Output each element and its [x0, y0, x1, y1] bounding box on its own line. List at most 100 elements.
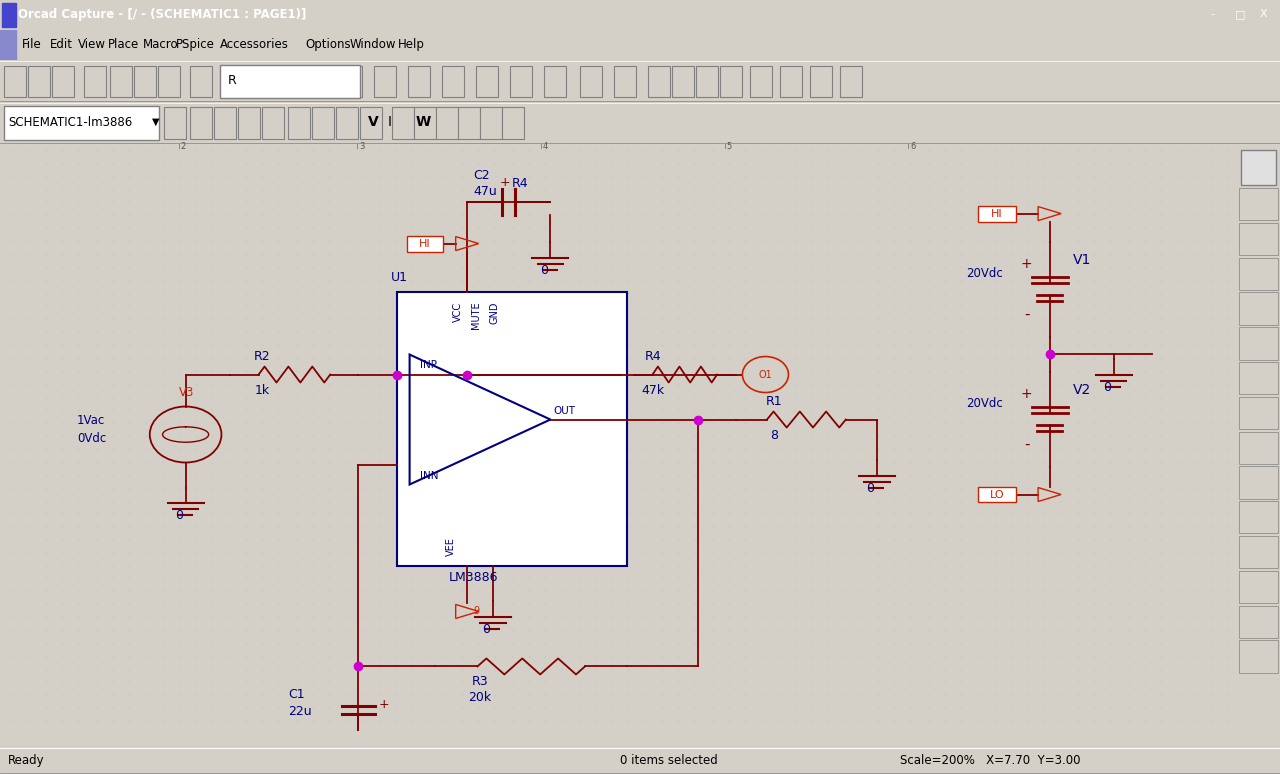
Bar [288, 108, 310, 139]
Text: U1: U1 [390, 271, 407, 283]
Text: C2: C2 [474, 169, 490, 182]
Bar [374, 66, 396, 97]
Text: 20Vdc: 20Vdc [966, 396, 1004, 409]
Bar [134, 66, 156, 97]
Text: MUTE: MUTE [471, 302, 481, 329]
Bar [1239, 223, 1277, 255]
Bar [580, 66, 602, 97]
Text: View: View [78, 38, 106, 51]
Text: GND: GND [489, 302, 499, 324]
Text: 8: 8 [771, 429, 778, 441]
Bar [1239, 640, 1277, 673]
Text: X: X [1260, 9, 1267, 19]
Bar [360, 108, 381, 139]
Bar [719, 66, 742, 97]
Bar [0, 30, 15, 60]
Text: INN: INN [420, 471, 438, 481]
Text: ▼: ▼ [152, 117, 160, 127]
Text: +: + [1020, 386, 1033, 400]
Bar [1240, 150, 1276, 185]
Text: 0: 0 [1103, 381, 1111, 394]
Bar [1239, 188, 1277, 221]
Text: HI: HI [419, 238, 431, 248]
Text: V1: V1 [1073, 252, 1091, 266]
Bar [1239, 327, 1277, 359]
Text: File: File [22, 38, 42, 51]
Text: Scale=200%   X=7.70  Y=3.00: Scale=200% X=7.70 Y=3.00 [900, 754, 1080, 767]
Bar [28, 66, 50, 97]
Bar [544, 66, 566, 97]
Text: 3: 3 [360, 142, 365, 151]
Bar [978, 206, 1016, 221]
Bar [509, 66, 532, 97]
Bar [1239, 362, 1277, 394]
Text: PSpice: PSpice [177, 38, 215, 51]
Text: HI: HI [991, 208, 1004, 218]
Bar [189, 108, 212, 139]
Text: C1: C1 [288, 688, 305, 701]
Text: 0: 0 [483, 624, 490, 636]
Bar [3, 3, 15, 27]
Text: OUT: OUT [553, 406, 575, 416]
Bar [476, 66, 498, 97]
Bar [1239, 397, 1277, 429]
Bar [750, 66, 772, 97]
Text: Ready: Ready [8, 754, 45, 767]
Bar [4, 106, 159, 140]
Text: 4: 4 [543, 142, 548, 151]
Bar [840, 66, 861, 97]
Bar [408, 66, 430, 97]
Text: 0: 0 [540, 264, 548, 276]
Bar [294, 66, 317, 97]
Text: O1: O1 [759, 369, 772, 379]
Text: SCHEMATIC1-lm3886: SCHEMATIC1-lm3886 [8, 116, 132, 128]
Text: V3: V3 [179, 385, 195, 399]
Text: VEE: VEE [445, 538, 456, 557]
Text: R2: R2 [255, 350, 270, 362]
Bar [1239, 570, 1277, 603]
Bar [780, 66, 803, 97]
Text: 0: 0 [175, 509, 183, 522]
Bar [1239, 258, 1277, 290]
Bar [335, 108, 358, 139]
Text: Edit: Edit [50, 38, 73, 51]
Bar [189, 66, 212, 97]
Text: 20Vdc: 20Vdc [966, 266, 1004, 279]
Bar [1239, 502, 1277, 533]
Text: +: + [379, 698, 389, 711]
Text: R4: R4 [645, 350, 660, 362]
Bar [413, 108, 436, 139]
Bar [1239, 536, 1277, 568]
Text: INP: INP [420, 360, 436, 369]
Text: 0 items selected: 0 items selected [620, 754, 718, 767]
Text: Accessories: Accessories [220, 38, 289, 51]
Text: 0: 0 [867, 481, 874, 495]
Text: □: □ [1235, 9, 1245, 19]
Bar [392, 108, 413, 139]
Text: 20k: 20k [468, 691, 492, 704]
Bar [1239, 467, 1277, 498]
Text: Macro: Macro [143, 38, 179, 51]
Bar [397, 292, 627, 567]
Bar [458, 108, 480, 139]
Text: 0Vdc: 0Vdc [77, 432, 106, 444]
Text: 1k: 1k [255, 384, 270, 396]
Text: Window: Window [349, 38, 397, 51]
Text: R4: R4 [512, 176, 529, 190]
Text: W: W [416, 115, 431, 129]
Bar [84, 66, 106, 97]
Bar [436, 108, 458, 139]
Text: 1Vac: 1Vac [77, 413, 105, 426]
Bar [1239, 605, 1277, 638]
Text: LM3886: LM3886 [449, 571, 498, 584]
Text: 22u: 22u [288, 705, 311, 718]
Text: 47k: 47k [641, 384, 664, 396]
Bar [220, 64, 360, 98]
Text: 47u: 47u [474, 184, 498, 197]
Bar [696, 66, 718, 97]
Bar [238, 108, 260, 139]
Text: +: + [499, 176, 511, 189]
Text: VCC: VCC [453, 302, 463, 322]
Bar [1239, 293, 1277, 325]
Text: 5: 5 [727, 142, 732, 151]
